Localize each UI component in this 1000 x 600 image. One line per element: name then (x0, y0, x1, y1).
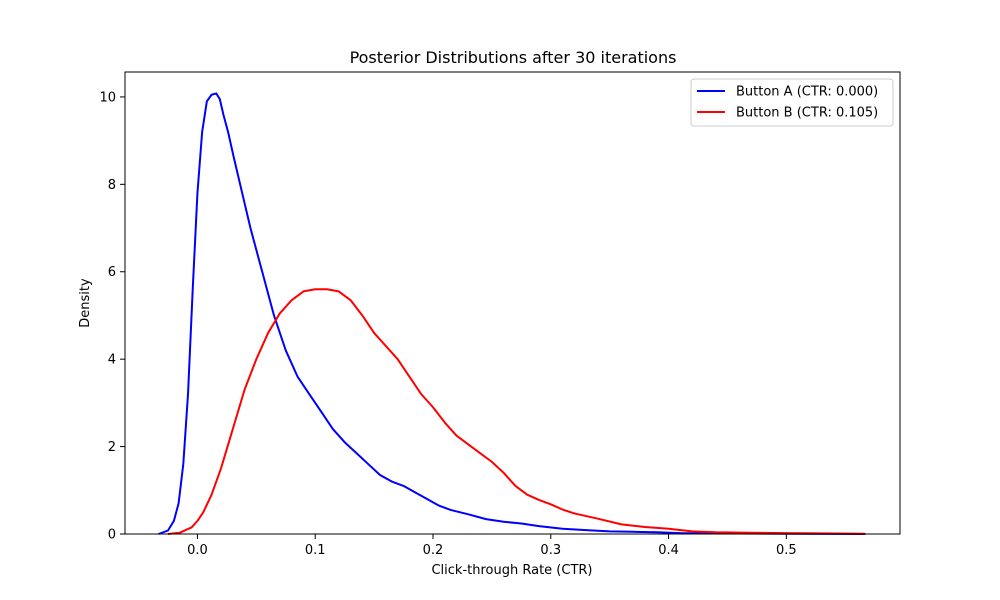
y-axis-label: Density (78, 278, 93, 328)
x-axis-label: Click-through Rate (CTR) (431, 563, 592, 578)
legend-label-button-b: Button B (CTR: 0.105) (736, 106, 878, 121)
legend: Button A (CTR: 0.000) Button B (CTR: 0.1… (690, 78, 894, 127)
chart-title: Posterior Distributions after 30 iterati… (350, 48, 677, 67)
axes-frame (124, 71, 901, 535)
y-tick-label: 0 (108, 528, 116, 543)
y-axis-ticks: 0 2 4 6 8 10 (99, 90, 125, 543)
x-tick-label: 0.5 (776, 543, 797, 558)
x-tick-label: 0.0 (187, 543, 208, 558)
legend-box (690, 78, 894, 127)
y-tick-label: 6 (108, 265, 116, 280)
x-tick-label: 0.2 (423, 543, 444, 558)
y-tick-label: 8 (108, 178, 116, 193)
plot-area (158, 92, 866, 535)
y-tick-label: 2 (108, 440, 116, 455)
x-axis-ticks: 0.0 0.1 0.2 0.3 0.4 0.5 (187, 534, 797, 558)
x-tick-label: 0.4 (658, 543, 679, 558)
legend-label-button-a: Button A (CTR: 0.000) (736, 85, 878, 100)
y-tick-label: 4 (108, 353, 116, 368)
series-line-button-b (167, 288, 866, 535)
y-tick-label: 10 (99, 90, 116, 105)
x-tick-label: 0.1 (305, 543, 326, 558)
series-line-button-a (158, 92, 866, 535)
x-tick-label: 0.3 (540, 543, 561, 558)
